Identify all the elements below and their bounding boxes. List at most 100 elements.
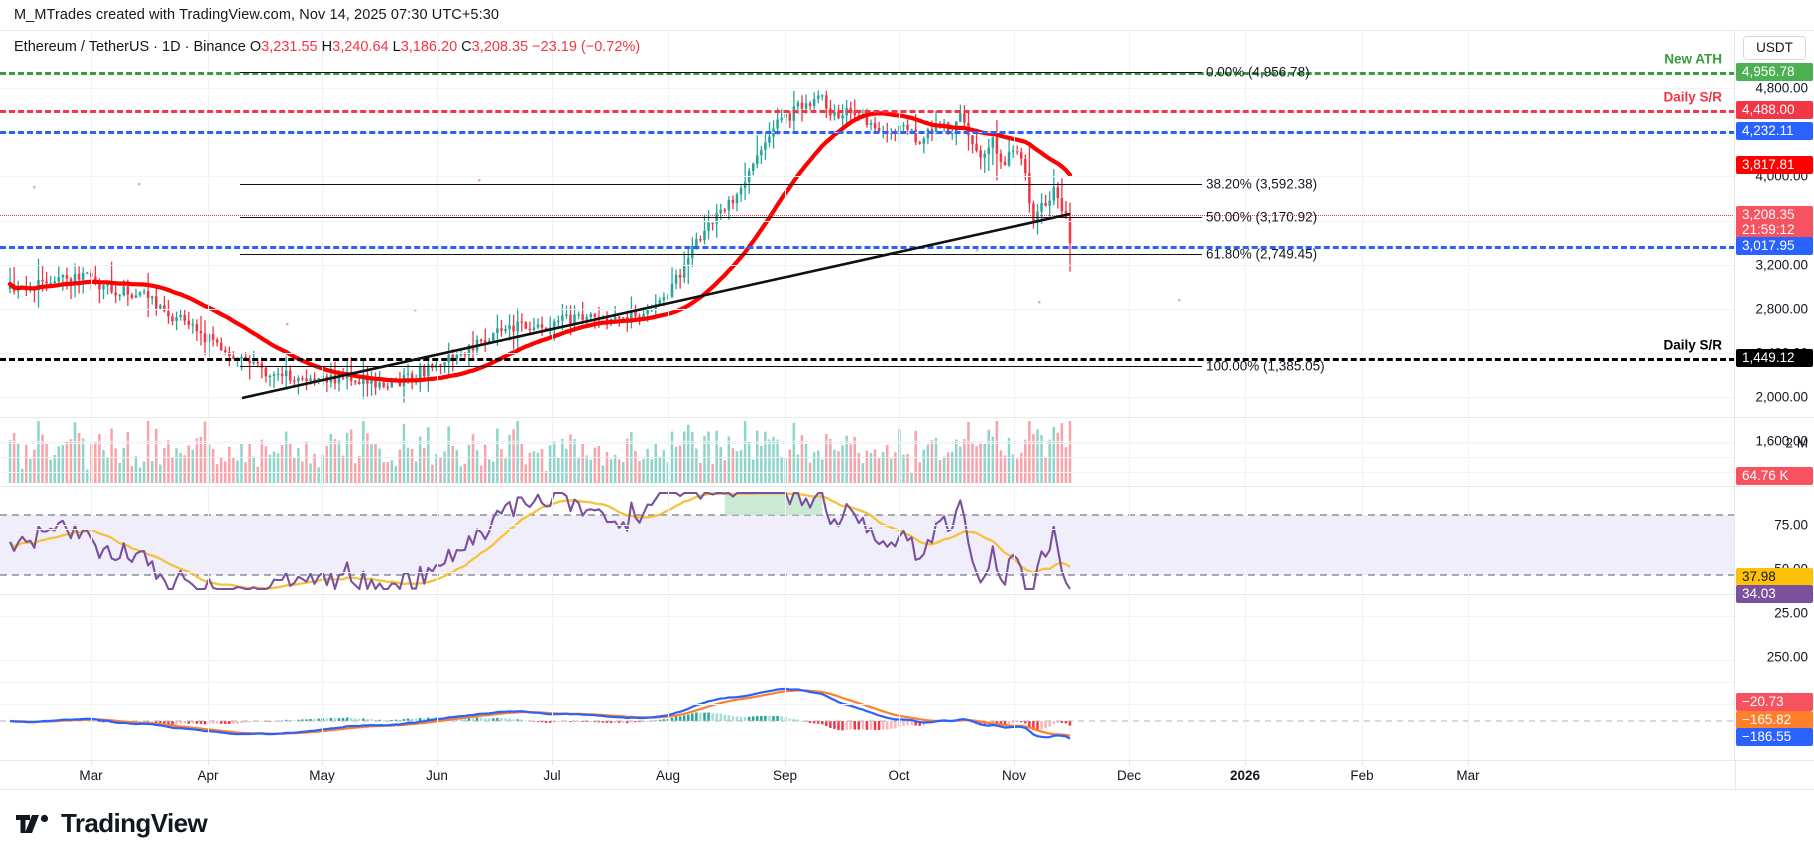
fib-level-label: 38.20% (3,592.38) <box>1206 176 1318 192</box>
time-axis-tick <box>785 761 786 765</box>
pane-separator-rsi <box>0 486 1734 487</box>
horizontal-gridline <box>0 704 1734 705</box>
current-price-line <box>0 215 1734 216</box>
vertical-gridline <box>1129 31 1130 760</box>
price-axis-badge[interactable]: 4,488.00 <box>1736 101 1813 119</box>
horizontal-gridline <box>0 176 1734 177</box>
tradingview-mark-icon <box>16 814 49 833</box>
price-axis-badge[interactable]: 3,017.95 <box>1736 237 1813 255</box>
horizontal-gridline <box>0 221 1734 222</box>
chart-legend[interactable]: Ethereum / TetherUS · 1D · Binance O3,23… <box>14 39 640 55</box>
horizontal-gridline <box>0 529 1734 530</box>
study-line-daily-sr-top[interactable] <box>0 110 1734 113</box>
indicator-axis-tick: 25.00 <box>1774 605 1808 621</box>
stray-marker <box>1178 299 1181 302</box>
study-line-new-ath[interactable] <box>0 72 1734 75</box>
time-axis-label: 2026 <box>1229 768 1261 783</box>
indicator-axis-badge[interactable]: −165.82 <box>1736 711 1813 729</box>
chart-canvas <box>0 90 1734 740</box>
vertical-gridline <box>1014 31 1015 760</box>
chart-frame: New ATH Daily S/R Daily S/R 0.00% (4,956.78… <box>0 30 1814 791</box>
legend-open-value: 3,231.55 <box>261 39 318 55</box>
time-axis-label: Feb <box>1350 768 1374 783</box>
time-axis-label: Aug <box>655 768 681 783</box>
time-axis-tick <box>1245 761 1246 765</box>
indicator-axis-badge[interactable]: −186.55 <box>1736 728 1813 746</box>
time-axis-tick <box>1468 761 1469 765</box>
price-axis-badge[interactable]: 3,817.81 <box>1736 156 1813 174</box>
legend-change: −23.19 (−0.72%) <box>532 39 641 55</box>
fib-level-line[interactable] <box>240 366 1202 367</box>
indicator-axis-badge[interactable]: −20.73 <box>1736 693 1813 711</box>
rsi-overbought-fill <box>724 493 823 515</box>
time-axis-label: Sep <box>772 768 798 783</box>
stray-marker <box>1016 149 1019 152</box>
indicator-axis-tick: 75.00 <box>1774 517 1808 533</box>
currency-badge[interactable]: USDT <box>1743 36 1806 60</box>
legend-high-value: 3,240.64 <box>332 39 389 55</box>
time-axis-tick <box>437 761 438 765</box>
study-line-daily-sr-bot[interactable] <box>0 358 1734 361</box>
price-axis-badge[interactable]: 1,449.12 <box>1736 349 1813 367</box>
legend-symbol[interactable]: Ethereum / TetherUS · 1D · Binance <box>14 39 246 55</box>
price-axis-badge[interactable]: 4,956.78 <box>1736 63 1813 81</box>
fib-level-line[interactable] <box>240 72 1202 73</box>
horizontal-gridline <box>0 353 1734 354</box>
horizontal-gridline <box>0 309 1734 310</box>
price-axis-badge[interactable]: 21:59:12 <box>1736 221 1813 239</box>
stray-marker <box>286 323 289 326</box>
vertical-gridline <box>552 31 553 760</box>
time-axis-tick <box>899 761 900 765</box>
pane-separator-volume <box>0 417 1734 418</box>
time-axis-tick <box>552 761 553 765</box>
fib-level-label: 0.00% (4,956.78) <box>1206 64 1310 80</box>
time-axis-label: Mar <box>1456 768 1480 783</box>
price-axis[interactable]: USDT 4,800.004,400.004,000.003,600.003,2… <box>1735 31 1814 760</box>
price-axis-badge[interactable]: 3,208.35 <box>1736 206 1813 224</box>
legend-high-label: H <box>321 39 333 55</box>
time-axis-label: Mar <box>79 768 103 783</box>
indicator-axis-badge[interactable]: 34.03 <box>1736 585 1813 603</box>
macd-line <box>9 687 1071 740</box>
fib-level-label: 100.00% (1,385.05) <box>1206 358 1325 374</box>
study-line-label: Daily S/R <box>1663 337 1722 353</box>
vertical-gridline <box>1468 31 1469 760</box>
time-axis-corner <box>1735 760 1814 791</box>
study-line-blue-sup[interactable] <box>0 246 1734 249</box>
vertical-gridline <box>91 31 92 760</box>
legend-close-value: 3,208.35 <box>471 39 529 55</box>
vertical-gridline <box>1362 31 1363 760</box>
price-axis-tick: 1,600.00 <box>1755 433 1808 449</box>
horizontal-gridline <box>0 443 1734 444</box>
time-axis-label: Jul <box>543 768 561 783</box>
fib-level-label: 50.00% (3,170.92) <box>1206 209 1318 225</box>
horizontal-gridline <box>0 265 1734 266</box>
horizontal-gridline <box>0 616 1734 617</box>
time-axis[interactable]: Mar Apr May Jun Jul Aug Sep Oct Nov Dec 2026 Feb Mar <box>0 760 1735 791</box>
horizontal-gridline <box>0 441 1734 442</box>
macd-histogram <box>8 712 1072 731</box>
time-axis-label: Nov <box>1001 768 1027 783</box>
time-axis-label: Apr <box>197 768 219 783</box>
axis-separator-rsi <box>1735 486 1814 487</box>
time-axis-label: May <box>309 768 335 783</box>
price-plot-area[interactable]: New ATH Daily S/R Daily S/R 0.00% (4,956.78… <box>0 31 1735 760</box>
vertical-gridline <box>208 31 209 760</box>
fib-level-line[interactable] <box>240 184 1202 185</box>
time-axis-label: Oct <box>888 768 910 783</box>
indicator-axis-tick: 2 M <box>1785 435 1808 451</box>
legend-low-value: 3,186.20 <box>400 39 458 55</box>
time-axis-tick <box>322 761 323 765</box>
fib-level-line[interactable] <box>240 217 1202 218</box>
indicator-axis-badge[interactable]: 37.98 <box>1736 568 1813 586</box>
tradingview-wordmark: TradingView <box>61 808 208 838</box>
price-axis-badge[interactable]: 4,232.11 <box>1736 122 1813 140</box>
time-axis-label: Dec <box>1116 768 1142 783</box>
axis-separator-volume <box>1735 417 1814 418</box>
horizontal-gridline <box>0 660 1734 661</box>
fib-level-line[interactable] <box>240 254 1202 255</box>
study-line-blue-res[interactable] <box>0 131 1734 134</box>
horizontal-gridline <box>0 397 1734 398</box>
tradingview-logo[interactable]: TradingView <box>16 808 208 839</box>
indicator-axis-badge[interactable]: 64.76 K <box>1736 467 1813 485</box>
